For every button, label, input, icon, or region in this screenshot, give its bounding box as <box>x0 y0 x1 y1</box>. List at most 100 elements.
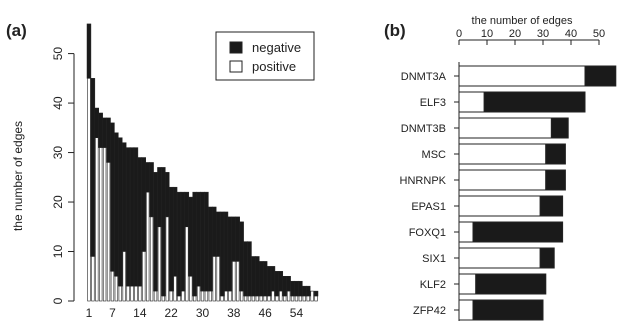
bar-positive-55 <box>298 295 303 302</box>
chart-b-x-axis-label: the number of edges <box>472 15 573 27</box>
bar-positive-45 <box>259 295 263 302</box>
bar-positive-23 <box>173 275 177 302</box>
bar-positive-35 <box>220 295 224 302</box>
bar-positive-11 <box>126 285 130 302</box>
bar-negative-42 <box>247 241 252 297</box>
bar-negative-19 <box>157 167 162 228</box>
bar-positive-27 <box>189 275 193 302</box>
category-label-EPAS1: EPAS1 <box>411 201 446 213</box>
bar-positive-33 <box>212 256 216 302</box>
bar-negative-5 <box>102 117 107 148</box>
bar-negative-39 <box>235 216 240 262</box>
bar-negative-31 <box>204 191 209 292</box>
bar-positive-20 <box>161 295 166 302</box>
bar-positive-34 <box>216 256 220 302</box>
bar-negative-ZFP42 <box>472 299 544 321</box>
x-tick-label-0: 0 <box>456 28 462 40</box>
bar-positive-49 <box>275 295 279 302</box>
chart-a: the number of edges negative positive 0 1… <box>11 23 319 320</box>
bar-negative-EPAS1 <box>539 195 564 217</box>
bar-negative-6 <box>106 117 111 163</box>
x-tick-label-22: 22 <box>165 306 179 320</box>
bar-negative-46 <box>262 261 268 297</box>
bar-negative-18 <box>153 172 158 292</box>
bar-negative-51 <box>282 276 287 297</box>
bar-negative-29 <box>196 191 201 287</box>
bar-positive-48 <box>271 290 275 302</box>
y-tick-label-0: 0 <box>51 297 65 304</box>
bar-positive-21 <box>165 216 169 302</box>
bar-positive-HNRNPK <box>458 169 547 191</box>
x-tick-label-10: 10 <box>481 28 493 40</box>
bar-positive-29 <box>196 285 201 302</box>
legend-swatch-negative <box>229 41 243 54</box>
bar-positive-59 <box>314 295 318 302</box>
bar-positive-53 <box>290 295 295 302</box>
legend-swatch-positive <box>229 60 243 73</box>
bar-positive-26 <box>185 226 189 302</box>
category-label-HNRNPK: HNRNPK <box>400 175 447 187</box>
bar-positive-12 <box>130 285 134 302</box>
bar-positive-30 <box>200 290 205 302</box>
bar-positive-36 <box>224 290 228 302</box>
x-tick-label-50: 50 <box>593 28 605 40</box>
panel-a-label: (a) <box>6 21 27 40</box>
bar-positive-43 <box>251 295 256 302</box>
bar-positive-42 <box>247 295 252 302</box>
chart-a-y-axis-label: the number of edges <box>11 121 25 231</box>
y-tick-label-40: 40 <box>51 96 65 110</box>
bar-negative-27 <box>188 196 193 277</box>
category-label-KLF2: KLF2 <box>420 279 446 291</box>
bar-negative-20 <box>161 167 166 297</box>
legend-label-positive: positive <box>252 59 296 74</box>
category-label-SIX1: SIX1 <box>422 253 446 265</box>
bar-negative-3 <box>94 107 100 138</box>
bar-positive-39 <box>236 261 240 302</box>
bar-positive-25 <box>181 290 185 302</box>
x-tick-label-40: 40 <box>565 28 577 40</box>
bar-positive-9 <box>118 285 122 302</box>
bar-positive-2 <box>91 256 95 302</box>
y-tick-label-20: 20 <box>51 195 65 209</box>
category-label-ZFP42: ZFP42 <box>413 305 446 317</box>
bar-negative-FOXQ1 <box>472 221 564 243</box>
category-label-MSC: MSC <box>422 149 447 161</box>
bar-positive-22 <box>169 290 173 302</box>
bar-positive-EPAS1 <box>458 195 541 217</box>
bar-negative-8 <box>114 132 119 277</box>
bar-negative-14 <box>137 157 143 287</box>
bar-negative-55 <box>298 280 303 297</box>
category-label-DNMT3B: DNMT3B <box>401 123 446 135</box>
bar-negative-33 <box>212 206 217 257</box>
bar-positive-17 <box>149 216 154 302</box>
chart-b: the number of edges 0 10 20 30 40 50 DNMT3A ELF… <box>400 15 617 321</box>
bar-positive-7 <box>110 271 115 302</box>
bar-positive-37 <box>228 290 232 302</box>
bar-negative-26 <box>184 191 190 228</box>
x-tick-label-20: 20 <box>509 28 521 40</box>
bar-negative-HNRNPK <box>545 169 566 191</box>
bar-negative-45 <box>259 261 264 297</box>
bar-negative-21 <box>165 172 170 218</box>
x-tick-label-46: 46 <box>258 306 272 320</box>
panel-b-label: (b) <box>384 21 406 40</box>
bar-negative-23 <box>172 186 178 277</box>
y-tick-label-50: 50 <box>51 47 65 61</box>
bar-negative-47 <box>266 266 272 297</box>
bar-positive-57 <box>306 295 310 302</box>
bar-positive-DNMT3B <box>458 117 552 139</box>
bar-negative-32 <box>208 206 213 292</box>
bar-positive-5 <box>102 147 107 302</box>
bar-negative-10 <box>121 142 127 252</box>
bar-negative-16 <box>145 162 150 193</box>
bar-negative-24 <box>176 191 182 297</box>
bar-positive-19 <box>157 226 162 302</box>
x-tick-label-1: 1 <box>86 306 93 320</box>
bar-positive-44 <box>255 295 259 302</box>
bar-positive-FOXQ1 <box>458 221 474 243</box>
bar-negative-15 <box>141 157 146 252</box>
bar-positive-51 <box>283 295 287 302</box>
bar-negative-53 <box>290 280 295 297</box>
bar-negative-ELF3 <box>483 91 586 113</box>
